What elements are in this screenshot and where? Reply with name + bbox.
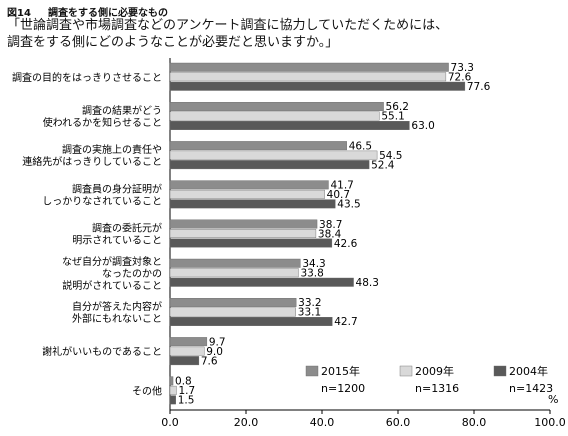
bar xyxy=(169,62,449,72)
category-label: しっかりなされていること xyxy=(42,195,162,207)
category-label: 調査の目的をはっきりさせること xyxy=(12,71,162,84)
category-label: 調査員の身分証明が xyxy=(72,182,162,195)
bar xyxy=(169,111,380,121)
category-label: なぜ自分が調査対象と xyxy=(62,255,162,268)
bar-value-label: 0.8 xyxy=(175,376,192,388)
figure-label: 図14 xyxy=(7,8,31,19)
bar-value-label: 42.6 xyxy=(334,238,358,250)
bar xyxy=(169,219,318,229)
legend-swatch xyxy=(305,365,319,377)
bar-value-label: 56.2 xyxy=(386,101,409,113)
survey-question: 「世論調査や市場調査などのアンケート調査に協力していただくためには、 調査をする… xyxy=(7,17,448,51)
bar xyxy=(169,395,176,405)
figure-title: 調査をする側に必要なもの xyxy=(48,8,168,19)
bar xyxy=(169,238,333,248)
bar xyxy=(169,189,325,199)
bar-value-label: 46.5 xyxy=(349,140,372,152)
bar-value-label: 40.7 xyxy=(327,189,350,201)
bar xyxy=(169,385,177,395)
bar-value-label: 63.0 xyxy=(411,120,434,132)
bar xyxy=(169,317,333,326)
bar-value-label: 77.6 xyxy=(467,81,491,93)
bar xyxy=(169,298,297,307)
bar xyxy=(169,141,347,151)
bar-value-label: 42.7 xyxy=(334,316,357,328)
bar xyxy=(169,160,370,170)
bar xyxy=(169,337,208,347)
category-label: 調査の委託元が xyxy=(92,222,162,235)
legend-swatch xyxy=(399,365,413,377)
x-tick-label: 80.0 xyxy=(462,416,487,429)
legend-series-name: 2015年 xyxy=(321,364,360,378)
bar xyxy=(169,307,296,317)
x-tick-label: 60.0 xyxy=(386,416,411,429)
legend-swatch xyxy=(493,365,507,377)
bar-value-label: 41.7 xyxy=(330,180,353,192)
legend-sample-size: n=1316 xyxy=(415,382,459,395)
category-label: 調査の実施上の責任や xyxy=(62,143,162,156)
bar-value-label: 52.4 xyxy=(371,159,395,171)
bar-value-label: 7.6 xyxy=(201,355,218,367)
bar xyxy=(169,376,174,386)
category-label: 説明がされていること xyxy=(62,279,162,292)
x-tick-label: 20.0 xyxy=(234,416,259,429)
bar xyxy=(169,199,336,209)
x-tick-label: 100.0 xyxy=(534,416,566,429)
category-label: 調査の結果がどう xyxy=(82,104,162,117)
bar-value-label: 54.5 xyxy=(379,150,402,162)
category-label: 使われるかを知らせること xyxy=(43,116,162,129)
bar-value-label: 9.7 xyxy=(209,336,226,348)
bar xyxy=(169,268,299,278)
x-tick-label: 40.0 xyxy=(310,416,335,429)
category-label: 謝礼がいいものであること xyxy=(42,345,162,358)
bar xyxy=(169,346,205,356)
bar xyxy=(169,277,354,287)
category-label: 外部にもれないこと xyxy=(72,312,162,325)
bar-value-label: 73.3 xyxy=(451,62,474,74)
bar xyxy=(169,81,466,91)
bar xyxy=(169,258,301,268)
category-label: 明示されていること xyxy=(72,235,162,247)
x-tick-label: 0.0 xyxy=(161,416,179,429)
x-axis-unit: % xyxy=(548,393,558,406)
bar-value-label: 33.1 xyxy=(298,307,321,319)
bar-value-label: 1.5 xyxy=(178,395,195,407)
bar-value-label: 34.3 xyxy=(302,258,325,270)
bar-value-label: 38.7 xyxy=(319,219,342,231)
bar xyxy=(169,229,317,239)
bar-value-label: 9.0 xyxy=(206,346,223,358)
bar-value-label: 38.4 xyxy=(318,228,342,240)
question-line-2: 調査をする側にどのようなことが必要だと思いますか。」 xyxy=(7,35,339,50)
bar-value-label: 33.2 xyxy=(298,297,321,309)
category-label: 自分が答えた内容が xyxy=(72,300,162,313)
category-label: なったのかの xyxy=(102,268,162,280)
legend-sample-size: n=1200 xyxy=(321,382,365,395)
category-label: その他 xyxy=(132,384,162,397)
bar xyxy=(169,101,384,111)
bar-value-label: 72.6 xyxy=(448,72,472,84)
bar xyxy=(169,180,329,190)
bar xyxy=(169,356,200,366)
bar xyxy=(169,72,447,82)
category-label: 連絡先がはっきりしていること xyxy=(22,155,162,168)
bar xyxy=(169,120,410,130)
bar-value-label: 33.8 xyxy=(300,268,323,280)
legend-sample-size: n=1423 xyxy=(509,382,553,395)
legend-series-name: 2009年 xyxy=(415,364,454,378)
bar-value-label: 1.7 xyxy=(178,385,195,397)
bar-value-label: 55.1 xyxy=(381,111,404,123)
legend-series-name: 2004年 xyxy=(509,364,548,378)
bar-value-label: 43.5 xyxy=(337,199,360,211)
bar-value-label: 48.3 xyxy=(356,277,379,289)
bar xyxy=(169,150,378,160)
question-line-1: 「世論調査や市場調査などのアンケート調査に協力していただくためには、 xyxy=(7,18,449,33)
